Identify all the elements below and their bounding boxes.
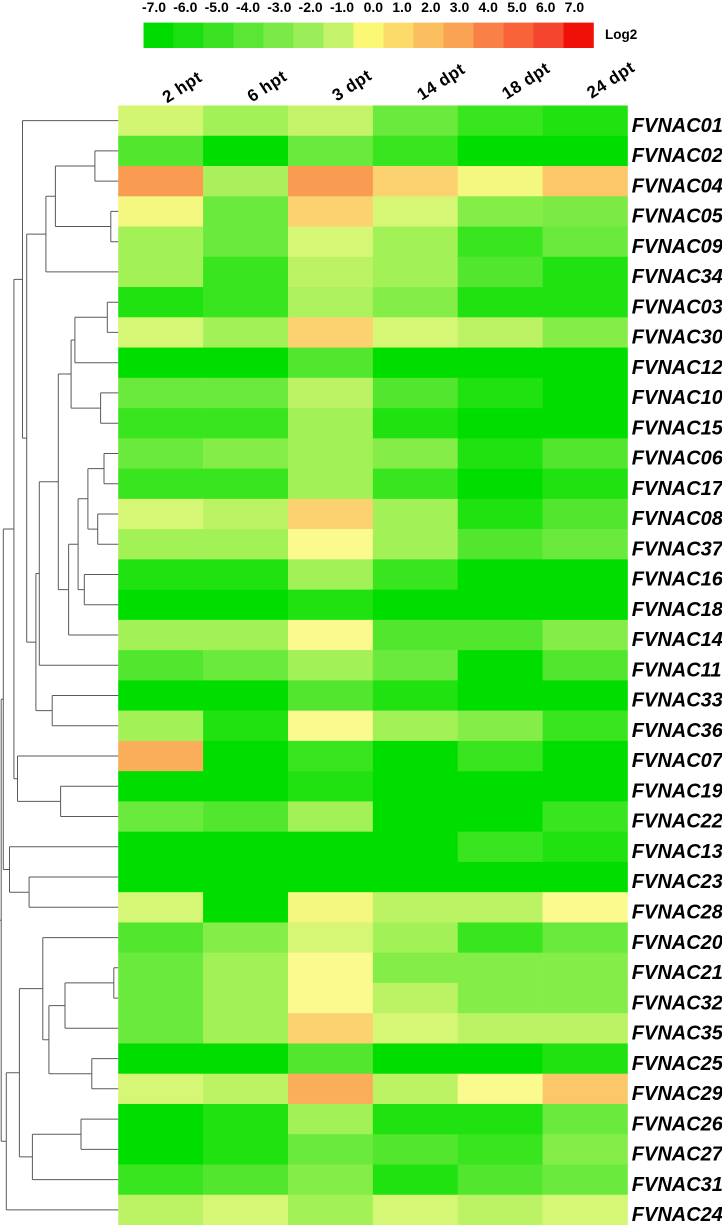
svg-text:FVNAC01: FVNAC01	[632, 115, 722, 137]
svg-text:FVNAC35: FVNAC35	[632, 1023, 722, 1045]
svg-text:FVNAC22: FVNAC22	[632, 811, 722, 833]
svg-text:5.0: 5.0	[507, 0, 527, 15]
svg-text:FVNAC08: FVNAC08	[632, 508, 722, 530]
svg-text:1.0: 1.0	[392, 0, 412, 15]
svg-text:FVNAC37: FVNAC37	[632, 538, 722, 560]
svg-text:FVNAC10: FVNAC10	[632, 387, 722, 409]
svg-text:FVNAC09: FVNAC09	[632, 236, 722, 258]
svg-text:FVNAC14: FVNAC14	[632, 629, 722, 651]
svg-text:7.0: 7.0	[565, 0, 585, 15]
svg-text:FVNAC29: FVNAC29	[632, 1083, 722, 1105]
svg-text:4.0: 4.0	[478, 0, 498, 15]
svg-text:FVNAC24: FVNAC24	[632, 1204, 722, 1225]
svg-text:6.0: 6.0	[536, 0, 556, 15]
svg-text:-2.0: -2.0	[299, 0, 323, 15]
svg-text:FVNAC06: FVNAC06	[632, 448, 722, 470]
svg-text:0.0: 0.0	[364, 0, 384, 15]
svg-text:FVNAC34: FVNAC34	[632, 266, 722, 288]
svg-text:FVNAC20: FVNAC20	[632, 932, 722, 954]
svg-text:FVNAC11: FVNAC11	[632, 660, 722, 682]
svg-text:FVNAC15: FVNAC15	[632, 417, 722, 439]
svg-text:-5.0: -5.0	[205, 0, 229, 15]
svg-text:FVNAC07: FVNAC07	[632, 750, 722, 772]
svg-text:-1.0: -1.0	[330, 0, 354, 15]
svg-text:FVNAC28: FVNAC28	[632, 902, 722, 924]
svg-text:FVNAC05: FVNAC05	[632, 206, 722, 228]
svg-text:-3.0: -3.0	[267, 0, 291, 15]
svg-text:2.0: 2.0	[421, 0, 441, 15]
svg-text:FVNAC27: FVNAC27	[632, 1144, 722, 1166]
svg-text:-7.0: -7.0	[142, 0, 166, 15]
svg-text:FVNAC12: FVNAC12	[632, 357, 722, 379]
svg-text:FVNAC17: FVNAC17	[632, 478, 722, 500]
svg-text:FVNAC19: FVNAC19	[632, 781, 722, 803]
svg-text:FVNAC25: FVNAC25	[632, 1053, 722, 1075]
svg-text:FVNAC02: FVNAC02	[632, 145, 722, 167]
svg-text:FVNAC31: FVNAC31	[632, 1174, 722, 1196]
svg-text:FVNAC16: FVNAC16	[632, 569, 722, 591]
svg-text:FVNAC30: FVNAC30	[632, 327, 722, 349]
svg-text:FVNAC32: FVNAC32	[632, 992, 722, 1014]
svg-text:FVNAC36: FVNAC36	[632, 720, 722, 742]
svg-text:FVNAC18: FVNAC18	[632, 599, 722, 621]
svg-text:FVNAC13: FVNAC13	[632, 841, 722, 863]
svg-text:-6.0: -6.0	[173, 0, 197, 15]
svg-text:Log2: Log2	[605, 27, 637, 42]
svg-text:FVNAC03: FVNAC03	[632, 296, 722, 318]
svg-text:3.0: 3.0	[450, 0, 470, 15]
svg-text:FVNAC23: FVNAC23	[632, 871, 722, 893]
svg-text:FVNAC21: FVNAC21	[632, 962, 722, 984]
svg-text:FVNAC26: FVNAC26	[632, 1113, 722, 1135]
svg-text:FVNAC04: FVNAC04	[632, 175, 722, 197]
svg-text:FVNAC33: FVNAC33	[632, 690, 722, 712]
svg-text:-4.0: -4.0	[236, 0, 260, 15]
